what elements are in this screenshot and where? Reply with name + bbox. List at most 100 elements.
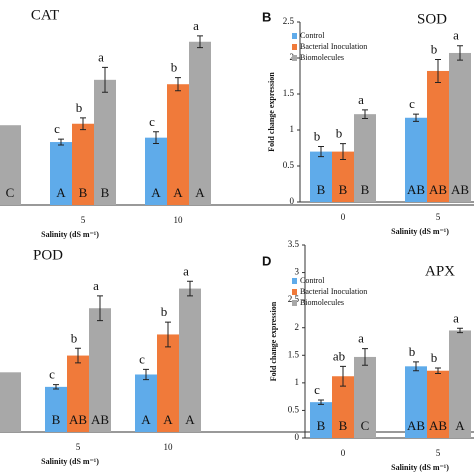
group-letter: B [317, 418, 326, 433]
chart-title: POD [33, 247, 63, 263]
significance-letter: b [71, 330, 78, 345]
group-letter: AB [451, 182, 469, 197]
error-bar [340, 365, 346, 387]
y-tick-label: 0 [295, 432, 300, 442]
y-tick-label: 2 [290, 52, 295, 62]
bar [89, 308, 111, 432]
error-bar [197, 35, 203, 49]
error-bar [53, 384, 59, 390]
error-bar [187, 280, 193, 297]
legend-swatch [292, 44, 297, 50]
y-tick-label: 3 [295, 267, 300, 277]
chart-title: SOD [417, 11, 447, 27]
bar [50, 142, 72, 205]
significance-letter: c [314, 382, 320, 397]
legend-swatch [292, 289, 297, 295]
bar [354, 356, 376, 438]
bar [405, 366, 427, 438]
bar [0, 372, 21, 432]
error-bar [362, 109, 368, 119]
error-bar [75, 347, 81, 364]
bar [332, 376, 354, 438]
bar [354, 114, 376, 202]
group-letter: AB [429, 418, 447, 433]
legend-label: Bacterial Inoculation [300, 42, 367, 51]
significance-letter: b [409, 344, 416, 359]
legend-swatch [292, 55, 297, 61]
x-tick-label: 0 [341, 212, 346, 222]
error-bar [143, 368, 149, 381]
significance-letter: a [193, 18, 199, 33]
group-letter: B [361, 182, 370, 197]
error-bar [413, 361, 419, 372]
group-letter: B [339, 182, 348, 197]
legend-swatch [292, 33, 297, 39]
group-letter: A [185, 412, 195, 427]
x-axis-label: Salinity (dS m⁻¹) [41, 457, 99, 466]
y-tick-label: 0.5 [288, 404, 300, 414]
group-letter: A [455, 418, 465, 433]
x-axis-label: Salinity (dS m⁻¹) [391, 463, 449, 472]
error-bar [102, 66, 108, 93]
error-bar [362, 348, 368, 366]
error-bar [457, 45, 463, 61]
significance-letter: ab [333, 348, 345, 363]
significance-letter: a [453, 28, 459, 43]
bar [449, 330, 471, 438]
bar [135, 374, 157, 432]
y-tick-label: 2 [295, 322, 300, 332]
y-tick-label: 3.5 [288, 239, 300, 249]
bar [332, 151, 354, 202]
y-tick-label: 2.5 [283, 16, 295, 26]
x-tick-label: 5 [76, 442, 81, 452]
group-letter: AB [69, 412, 87, 427]
panel-label: B [262, 9, 271, 24]
y-tick-label: 1.5 [288, 349, 300, 359]
group-letter: AB [407, 182, 425, 197]
error-bar [97, 295, 103, 322]
y-axis-label: Fold change expression [267, 72, 276, 152]
y-tick-label: 0.5 [283, 160, 295, 170]
error-bar [318, 399, 324, 405]
chart-title: CAT [31, 7, 59, 23]
group-letter: C [361, 418, 370, 433]
group-letter: A [151, 185, 161, 200]
x-tick-label: 5 [436, 448, 441, 458]
error-bar [340, 143, 346, 161]
significance-letter: b [431, 350, 438, 365]
legend-label: Biomolecules [300, 53, 344, 62]
bar [45, 386, 67, 432]
error-bar [165, 321, 171, 348]
x-tick-label: 0 [341, 448, 346, 458]
group-letter: C [6, 185, 15, 200]
error-bar [457, 327, 463, 334]
error-bar [80, 117, 86, 131]
x-axis-label: Salinity (dS m⁻¹) [391, 227, 449, 236]
error-bar [318, 146, 324, 158]
significance-letter: b [314, 129, 321, 144]
bar [449, 52, 471, 203]
bar [72, 123, 94, 205]
error-bar [153, 131, 159, 145]
y-tick-label: 1.5 [283, 88, 295, 98]
bar [0, 125, 21, 205]
error-bar [58, 138, 64, 146]
group-letter: B [317, 182, 326, 197]
error-bar [413, 113, 419, 122]
y-tick-label: 2.5 [288, 294, 300, 304]
legend-swatch [292, 300, 297, 306]
significance-letter: a [98, 49, 104, 64]
group-letter: AB [91, 412, 109, 427]
group-letter: B [101, 185, 110, 200]
error-bar [435, 58, 441, 83]
legend-label: Control [300, 276, 325, 285]
error-bar [175, 77, 181, 92]
y-tick-label: 1 [290, 124, 295, 134]
significance-letter: c [49, 367, 55, 382]
x-tick-label: 5 [81, 215, 86, 225]
significance-letter: b [161, 304, 168, 319]
legend-label: Bacterial Inoculation [300, 287, 367, 296]
x-tick-label: 5 [436, 212, 441, 222]
panel-label: D [262, 253, 271, 268]
